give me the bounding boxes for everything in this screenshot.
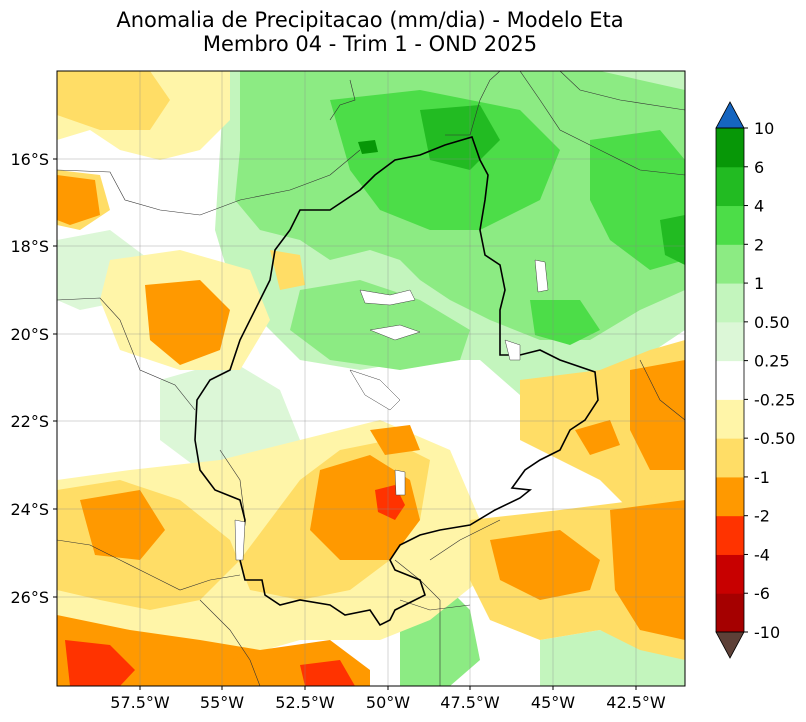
latitude-labels: 16°S 18°S 20°S 22°S 24°S 26°S [10, 150, 49, 607]
lat-label-26s: 26°S [10, 588, 49, 607]
lon-label-45w: 45°W [531, 693, 575, 712]
map-title-line-2: Membro 04 - Trim 1 - OND 2025 [202, 32, 538, 56]
colorbar-label: -4 [754, 545, 770, 564]
anomaly-region-yellow-northcentral [270, 250, 305, 290]
lon-label-52-5w: 52.5°W [275, 693, 335, 712]
colorbar-segment [716, 283, 744, 323]
anomaly-region-orange-southwest [80, 490, 165, 560]
colorbar-label: -6 [754, 584, 770, 603]
colorbar-extend-min-triangle [715, 631, 745, 659]
lon-label-42-5w: 42.5°W [606, 693, 666, 712]
colorbar-label: -0.50 [754, 429, 795, 448]
map-frame [56, 70, 686, 687]
colorbar-label: 4 [754, 197, 764, 216]
map-area [57, 71, 685, 686]
anomaly-region-dark-green-peak [420, 105, 500, 170]
anomaly-region-green-core-east [590, 130, 685, 270]
lon-label-47-5w: 47.5°W [440, 693, 500, 712]
anomaly-region-yellow-northwest [57, 71, 170, 130]
anomaly-region-orange-west [57, 175, 100, 225]
colorbar-segment [716, 205, 744, 245]
anomaly-region-orange-east-coast [630, 360, 685, 470]
lon-label-55w: 55°W [200, 693, 244, 712]
colorbar-label: -1 [754, 468, 770, 487]
anomaly-region-dark-green-peak-east [660, 215, 685, 265]
anomaly-region-orange-east-small [575, 420, 620, 455]
anomaly-region-orange-central-south [310, 455, 420, 560]
longitude-labels: 57.5°W 55°W 52.5°W 50°W 47.5°W 45°W 42.5… [110, 693, 666, 712]
colorbar: -10 -6 -4 -2 -1 -0.50 -0.25 0.25 0.50 1 2 4 6 10 [715, 101, 795, 659]
axis-tick-marks [53, 158, 637, 690]
colorbar-label: 0.50 [754, 313, 790, 332]
colorbar-segment [716, 438, 744, 478]
colorbar-label: -2 [754, 507, 770, 526]
colorbar-segment [716, 554, 744, 594]
anomaly-region-red-bottom-center [300, 660, 355, 686]
colorbar-label: 0.25 [754, 352, 790, 371]
map-gridlines [57, 71, 685, 686]
anomaly-region-green-core-southeast [530, 300, 600, 345]
colorbar-segment [716, 166, 744, 207]
lat-label-16s: 16°S [10, 150, 49, 169]
anomaly-region-medium-green-central [290, 280, 470, 370]
colorbar-segment [716, 476, 744, 517]
anomaly-region-orange-central-north [370, 425, 420, 455]
lat-label-22s: 22°S [10, 412, 49, 431]
colorbar-label: 6 [754, 158, 764, 177]
anomaly-region-red-bottom-left [65, 640, 135, 686]
colorbar-label: -0.25 [754, 390, 795, 409]
colorbar-label: 10 [754, 119, 774, 138]
colorbar-label: 2 [754, 235, 764, 254]
lat-label-18s: 18°S [10, 237, 49, 256]
colorbar-segment [716, 321, 744, 362]
lon-label-57-5w: 57.5°W [110, 693, 170, 712]
colorbar-segment [716, 360, 744, 400]
lat-label-20s: 20°S [10, 325, 49, 344]
colorbar-extend-max-triangle [715, 101, 745, 129]
colorbar-segment [716, 128, 744, 168]
river-reservoirs [234, 259, 549, 561]
anomaly-region-orange-west-central [145, 280, 230, 365]
colorbar-label: 1 [754, 274, 764, 293]
lat-label-24s: 24°S [10, 500, 49, 519]
colorbar-segment [716, 593, 744, 633]
basin-outline [194, 136, 599, 627]
lon-label-50w: 50°W [366, 693, 410, 712]
anomaly-region-orange-southeast [490, 530, 600, 600]
colorbar-segment [716, 515, 744, 555]
colorbar-label: -10 [754, 623, 780, 642]
anomaly-region-orange-bottom [57, 615, 370, 686]
colorbar-segment [716, 399, 744, 439]
colorbar-segment [716, 244, 744, 284]
anomaly-region-orange-far-southeast [610, 500, 685, 640]
anomaly-region-light-green-south [540, 630, 685, 686]
anomaly-region-orange-bottom-right [215, 655, 270, 686]
anomaly-region-darkest-green-spot [358, 140, 378, 154]
colorbar-frame [715, 127, 745, 633]
map-title-line-1: Anomalia de Precipitacao (mm/dia) - Mode… [116, 8, 624, 32]
